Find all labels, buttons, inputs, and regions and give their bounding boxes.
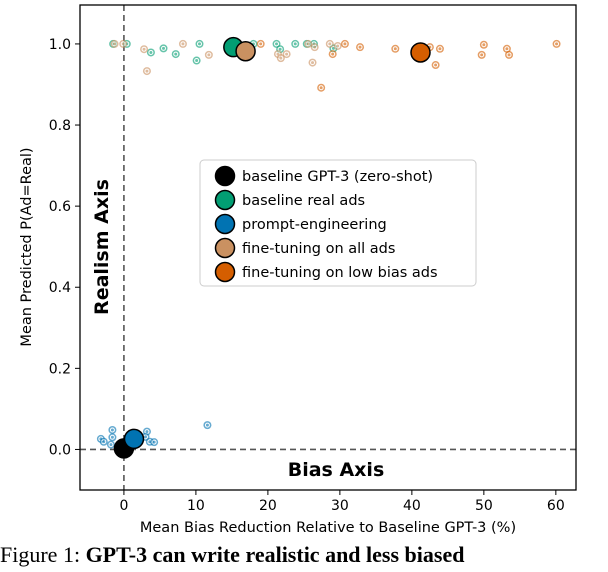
data-point: [308, 58, 317, 67]
data-point: [304, 39, 313, 48]
y-tick-label: 0.2: [49, 361, 71, 377]
data-point: [356, 43, 365, 52]
data-point: [328, 50, 337, 59]
data-point: [317, 83, 326, 92]
data-point: [479, 40, 488, 49]
data-point: [203, 421, 212, 430]
data-point: [106, 440, 115, 449]
y-tick-label: 1.0: [49, 37, 71, 53]
data-point: [505, 50, 514, 59]
legend-label: prompt-engineering: [242, 217, 387, 233]
data-point: [391, 44, 400, 53]
y-tick-label: 0.4: [49, 280, 71, 296]
x-tick-label: 50: [475, 498, 493, 514]
data-point: [195, 39, 204, 48]
data-point: [502, 44, 511, 53]
series-mean-point: [235, 40, 256, 62]
caption-bold-text: GPT-3 can write realistic and less biase…: [85, 542, 465, 567]
figure-caption: Figure 1: GPT-3 can write realistic and …: [0, 542, 464, 568]
legend-label: baseline real ads: [242, 193, 365, 209]
data-point: [256, 39, 265, 48]
data-point: [142, 67, 151, 76]
legend-label: fine-tuning on low bias ads: [242, 265, 438, 281]
data-point: [276, 54, 285, 63]
data-point: [99, 437, 108, 446]
data-point: [310, 43, 319, 52]
data-point: [435, 44, 444, 53]
legend-marker: [214, 165, 236, 187]
data-point: [192, 56, 201, 65]
data-point: [171, 50, 180, 59]
data-point: [204, 50, 213, 59]
x-tick-label: 20: [259, 498, 277, 514]
data-point: [110, 39, 119, 48]
data-point: [140, 45, 149, 54]
caption-prefix: Figure 1:: [0, 542, 86, 567]
series-mean-point: [123, 428, 145, 450]
y-tick-label: 0.8: [49, 118, 71, 134]
legend-marker: [214, 213, 236, 235]
data-point: [340, 39, 349, 48]
data-point: [119, 39, 128, 48]
data-point: [282, 50, 291, 59]
data-point: [108, 433, 117, 442]
data-point: [291, 39, 300, 48]
data-point: [477, 50, 486, 59]
x-axis-label: Mean Bias Reduction Relative to Baseline…: [140, 520, 516, 536]
legend-marker: [214, 261, 236, 283]
legend-label: fine-tuning on all ads: [242, 241, 395, 257]
data-point: [108, 425, 117, 434]
bias-axis-annotation: Bias Axis: [288, 459, 385, 481]
scatter-chart: 0 10 20 30 40 50 60 0.0 0.2 0.4 0.6 0.8 1.0 Mean Bia…: [19, 4, 577, 536]
y-tick-label: 0.0: [49, 442, 71, 458]
x-tick-label: 30: [331, 498, 349, 514]
data-point: [159, 44, 168, 53]
x-tick-label: 10: [187, 498, 205, 514]
data-point: [325, 39, 334, 48]
series-mean-point: [410, 42, 431, 63]
data-point: [178, 39, 187, 48]
legend-marker: [214, 189, 236, 211]
legend: baseline GPT-3 (zero-shot) baseline real …: [199, 159, 477, 287]
realism-axis-annotation: Realism Axis: [91, 179, 113, 315]
data-point: [333, 41, 342, 50]
data-point: [431, 61, 440, 70]
x-tick-label: 0: [119, 498, 128, 514]
legend-label: baseline GPT-3 (zero-shot): [242, 169, 433, 185]
legend-marker: [214, 237, 236, 259]
y-tick-label: 0.6: [49, 199, 71, 215]
x-tick-label: 40: [403, 498, 421, 514]
x-tick-label: 60: [547, 498, 565, 514]
data-point: [150, 438, 159, 447]
data-point: [146, 48, 155, 57]
data-point: [552, 39, 561, 48]
plot-frame: [79, 4, 577, 491]
y-axis-label: Mean Predicted P(Ad=Real): [19, 147, 35, 346]
